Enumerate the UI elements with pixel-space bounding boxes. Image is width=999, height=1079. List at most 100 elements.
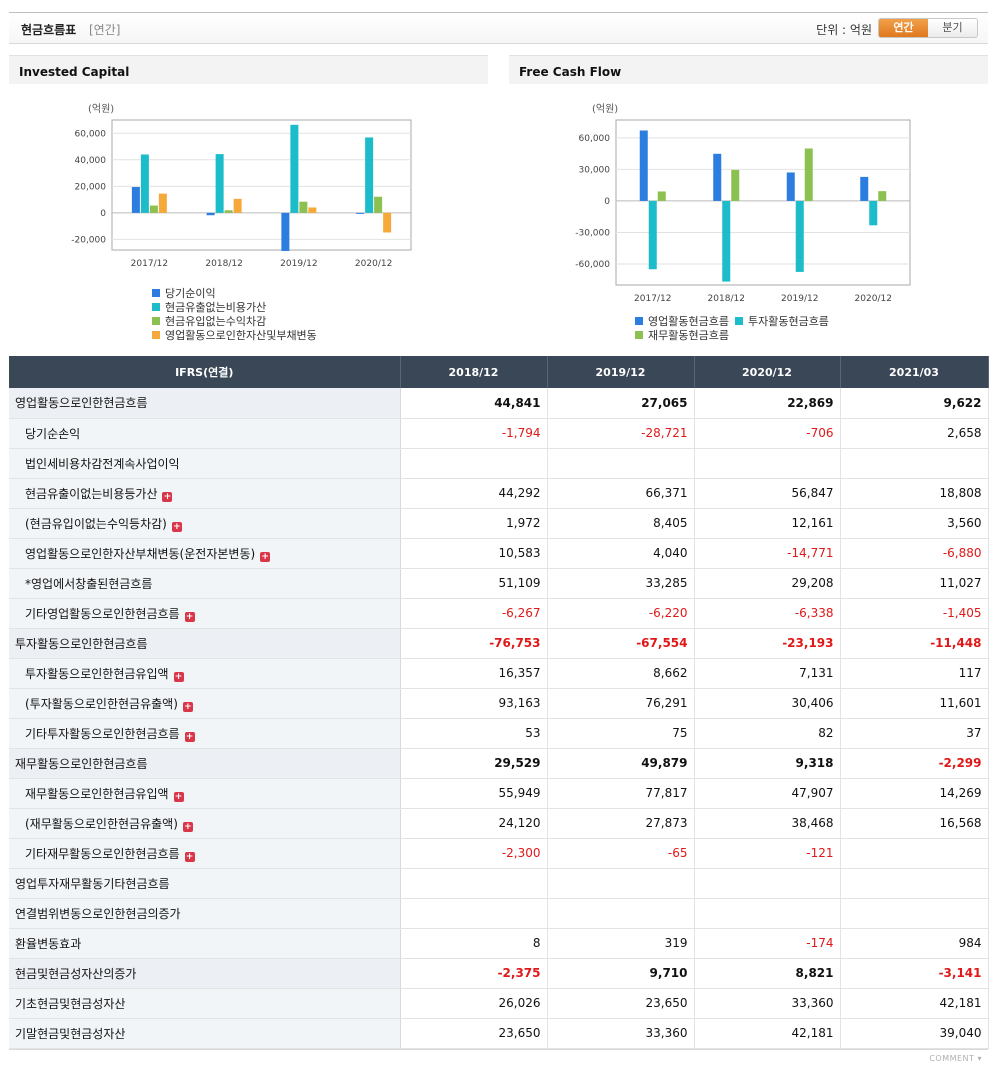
column-header: 2021/03 — [840, 356, 989, 388]
table-cell: 44,292 — [400, 478, 548, 509]
row-label: 기타영업활동으로인한현금흐름 + — [9, 598, 401, 629]
table-row: 영업활동으로인한자산부채변동(운전자본변동) +10,583 4,040 -14,77… — [9, 538, 989, 569]
comment-label: COMMENT — [929, 1054, 975, 1063]
table-cell: 42,181 — [694, 1018, 841, 1049]
table-cell: 29,208 — [694, 568, 841, 599]
legend-row: 재무활동현금흐름 — [635, 328, 835, 342]
row-label: 투자활동으로인한현금흐름 — [9, 628, 401, 659]
bar — [140, 154, 149, 213]
invested-capital-panel-title: Invested Capital — [9, 55, 488, 84]
x-tick-label: 2019/12 — [781, 294, 818, 304]
toggle-quarter-button[interactable]: 분기 — [928, 19, 977, 37]
table-cell: -2,299 — [840, 748, 989, 779]
row-label: 기타재무활동으로인한현금흐름 + — [9, 838, 401, 869]
table-cell: -11,448 — [840, 628, 989, 659]
table-cell: -2,375 — [400, 958, 548, 989]
table-row: *영업에서창출된현금흐름 51,109 33,285 29,208 11,027 — [9, 568, 989, 599]
row-label-text: 재무활동으로인한현금흐름 — [15, 756, 148, 771]
table-cell: -174 — [694, 928, 841, 959]
row-label-text: 영업활동으로인한자산부채변동(운전자본변동) — [25, 546, 256, 561]
table-cell: 56,847 — [694, 478, 841, 509]
bar — [149, 205, 158, 213]
y-tick-label: -60,000 — [575, 260, 610, 270]
table-cell: 47,907 — [694, 778, 841, 809]
row-label-text: 법인세비용차감전계속사업이익 — [25, 456, 180, 471]
column-header: 2019/12 — [547, 356, 695, 388]
table-row: 현금및현금성자산의증가 -2,375 9,710 8,821 -3,141 — [9, 958, 989, 989]
toggle-annual-button[interactable]: 연간 — [879, 19, 928, 37]
table-cell: -6,338 — [694, 598, 841, 629]
table-row: 기타재무활동으로인한현금흐름 + -2,300 -65 -121 — [9, 838, 989, 869]
bar — [657, 191, 666, 201]
row-label: (현금유입이없는수익등차감) + — [9, 508, 401, 539]
table-cell: 33,360 — [694, 988, 841, 1019]
bar — [786, 172, 795, 201]
table-cell — [400, 868, 548, 899]
row-label-text: 영업활동으로인한현금흐름 — [15, 396, 148, 411]
row-label-text: 기타투자활동으로인한현금흐름 — [25, 726, 180, 741]
legend-swatch — [734, 317, 743, 325]
row-label: 재무활동으로인한현금흐름 — [9, 748, 401, 779]
row-label: 당기순손익 — [9, 418, 401, 449]
expand-icon[interactable]: + — [173, 671, 184, 682]
bar — [356, 212, 365, 214]
bar — [233, 198, 242, 213]
table-cell: 10,583 — [400, 538, 548, 569]
table-cell: 33,285 — [547, 568, 695, 599]
row-label-text: 연결범위변동으로인한현금의증가 — [15, 906, 181, 921]
row-label: 환율변동효과 — [9, 928, 401, 959]
comment-toggle[interactable]: COMMENT ▾ — [929, 1054, 982, 1063]
table-cell: -76,753 — [400, 628, 548, 659]
bar — [290, 124, 299, 213]
table-row: (재무활동으로인한현금유출액) +24,120 27,873 38,468 16,568 — [9, 808, 989, 839]
expand-icon[interactable]: + — [171, 521, 182, 532]
table-row: 기타투자활동으로인한현금흐름 +53 75 82 37 — [9, 718, 989, 749]
table-cell: 3,560 — [840, 508, 989, 539]
table-row: 영업활동으로인한현금흐름 44,841 27,065 22,869 9,622 — [9, 388, 989, 419]
plot-area — [111, 119, 412, 251]
bar — [281, 212, 290, 251]
expand-icon[interactable]: + — [162, 491, 173, 502]
expand-icon[interactable]: + — [184, 731, 195, 742]
bar — [804, 148, 813, 201]
row-label-text: 기초현금및현금성자산 — [15, 996, 126, 1011]
expand-icon[interactable]: + — [173, 791, 184, 802]
expand-icon[interactable]: + — [184, 851, 195, 862]
table-cell: 26,026 — [400, 988, 548, 1019]
bar — [731, 169, 740, 201]
bar — [299, 201, 308, 213]
bar — [224, 210, 233, 213]
table-cell: -6,267 — [400, 598, 548, 629]
row-label: 법인세비용차감전계속사업이익 — [9, 448, 401, 479]
y-tick-label: 0 — [100, 209, 106, 219]
row-label: 재무활동으로인한현금유입액 + — [9, 778, 401, 809]
row-label: (재무활동으로인한현금유출액) + — [9, 808, 401, 839]
bar — [383, 212, 392, 233]
row-label-text: (재무활동으로인한현금유출액) — [25, 816, 178, 831]
table-cell: 11,601 — [840, 688, 989, 719]
table-cell: -67,554 — [547, 628, 695, 659]
table-cell: 23,650 — [400, 1018, 548, 1049]
table-row: 현금유출이없는비용등가산 +44,292 66,371 56,847 18,808 — [9, 478, 989, 509]
table-cell: 51,109 — [400, 568, 548, 599]
row-label-text: 투자활동으로인한현금흐름 — [15, 636, 148, 651]
table-cell: 42,181 — [840, 988, 989, 1019]
table-cell: 44,841 — [400, 388, 548, 419]
expand-icon[interactable]: + — [184, 611, 195, 622]
bar — [206, 212, 215, 216]
table-cell: 22,869 — [694, 388, 841, 419]
table-row: 재무활동으로인한현금흐름 29,529 49,879 9,318 -2,299 — [9, 748, 989, 779]
table-cell — [694, 448, 841, 479]
expand-icon[interactable]: + — [182, 821, 193, 832]
row-label: 연결범위변동으로인한현금의증가 — [9, 898, 401, 929]
expand-icon[interactable]: + — [260, 551, 271, 562]
x-tick-label: 2020/12 — [355, 259, 392, 269]
table-corner-header: IFRS(연결) — [9, 356, 401, 388]
bar — [374, 196, 383, 213]
expand-icon[interactable]: + — [182, 701, 193, 712]
table-cell — [547, 448, 695, 479]
table-cell: -14,771 — [694, 538, 841, 569]
table-cell — [840, 898, 989, 929]
legend-label: 영업활동으로인한자산및부채변동 — [165, 329, 317, 342]
row-label-text: 현금및현금성자산의증가 — [15, 966, 137, 981]
